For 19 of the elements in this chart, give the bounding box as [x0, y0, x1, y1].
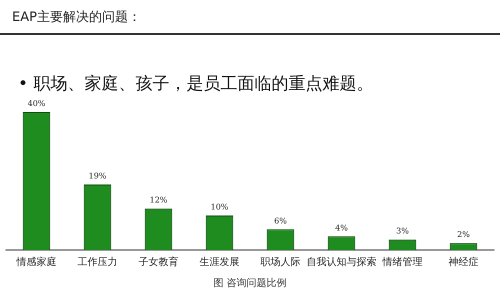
- text: 图 咨询问题比例: [212, 276, 288, 290]
- x-tick-label: 情感家庭: [16, 256, 56, 268]
- x-tick-label: 子女教育: [138, 256, 178, 268]
- x-tick-label: 神经症: [448, 256, 478, 268]
- data-label: 2%: [457, 230, 470, 240]
- data-label: 10%: [210, 202, 229, 212]
- x-tick-label: 生涯发展: [200, 256, 240, 268]
- x-tick-label: 职场人际: [260, 256, 300, 268]
- data-label: 6%: [274, 216, 288, 226]
- data-label: 40%: [28, 99, 46, 108]
- data-label: 3%: [396, 226, 410, 236]
- data-label: 4%: [335, 223, 348, 232]
- x-tick-label: 情绪管理: [382, 256, 422, 268]
- data-label: 19%: [88, 172, 107, 181]
- data-label: 12%: [150, 196, 168, 205]
- chart-subtitle: • 职场、家庭、孩子，是员工面临的重点难题。: [18, 73, 374, 95]
- x-tick-label: 工作压力: [78, 256, 118, 268]
- x-tick-label: 自我认知与探索: [306, 256, 376, 268]
- chart-title: EAP主要解决的问题：: [12, 9, 141, 26]
